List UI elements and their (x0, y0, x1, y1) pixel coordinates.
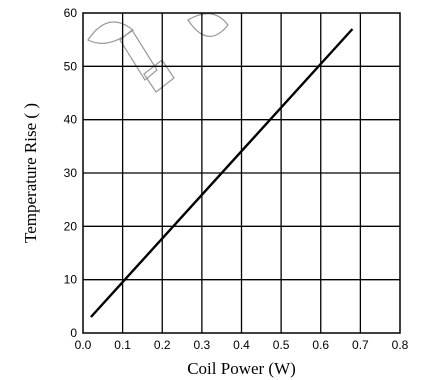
x-tick-label: 0.6 (312, 338, 329, 352)
x-tick-label: 0.7 (352, 338, 369, 352)
x-axis-title: Coil Power (W) (187, 359, 296, 378)
x-tick-label: 0.3 (194, 338, 211, 352)
x-tick-label: 0.0 (75, 338, 92, 352)
y-tick-labels: 0 10 20 30 40 50 60 (64, 6, 78, 340)
x-tick-label: 0.1 (114, 338, 131, 352)
watermark (87, 13, 229, 93)
y-tick-label: 50 (64, 59, 78, 73)
y-tick-label: 0 (70, 326, 77, 340)
x-tick-labels: 0.0 0.1 0.2 0.3 0.4 0.5 0.6 0.7 0.8 (75, 338, 409, 352)
y-tick-label: 40 (64, 113, 78, 127)
y-tick-label: 60 (64, 6, 78, 20)
y-axis-title: Temperature Rise ( ) (21, 103, 40, 243)
grid (83, 13, 400, 333)
x-tick-label: 0.4 (233, 338, 250, 352)
x-tick-label: 0.2 (154, 338, 171, 352)
series-layer (90, 28, 354, 318)
plot-frame (82, 12, 401, 334)
series-line (90, 28, 354, 318)
y-tick-label: 20 (64, 219, 78, 233)
y-tick-label: 10 (64, 273, 78, 287)
x-tick-label: 0.8 (392, 338, 409, 352)
x-tick-label: 0.5 (273, 338, 290, 352)
y-tick-label: 30 (64, 166, 78, 180)
